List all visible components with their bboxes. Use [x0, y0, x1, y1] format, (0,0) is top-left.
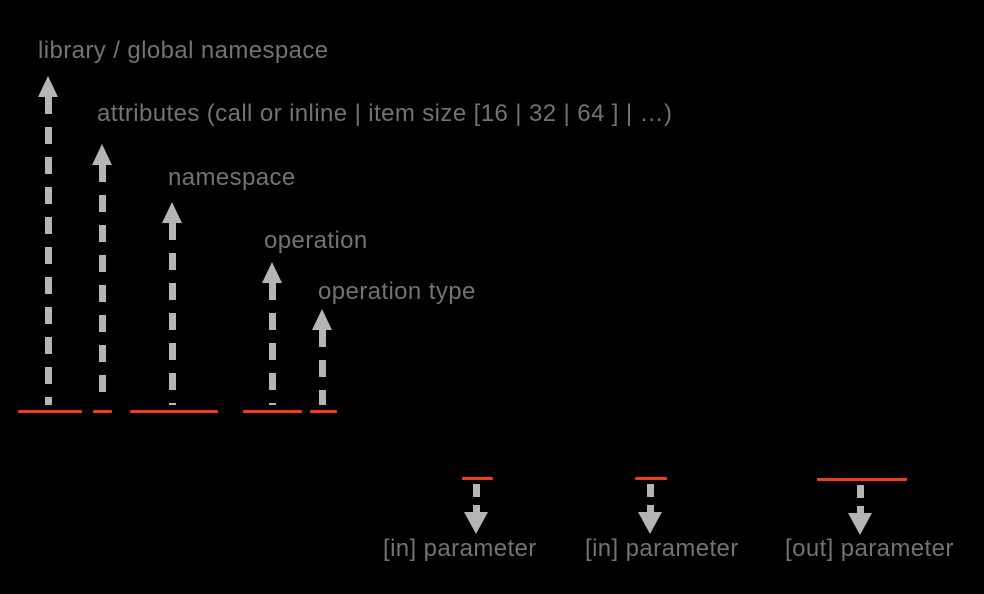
label-out-parameter: [out] parameter: [785, 535, 954, 562]
arrow-stem: [44, 97, 52, 405]
label-in-parameter-1: [in] parameter: [383, 535, 537, 562]
arrow-stem: [98, 165, 106, 405]
label-library-global-namespace: library / global namespace: [38, 37, 329, 64]
label-operation-type: operation type: [318, 278, 476, 305]
arrowhead-up-icon: [162, 202, 182, 223]
arrow-stem: [268, 283, 276, 405]
label-in-parameter-2: [in] parameter: [585, 535, 739, 562]
label-attributes: attributes (call or inline | item size […: [97, 100, 673, 127]
param-overline-1: [462, 477, 493, 480]
arrowhead-down-icon: [464, 512, 488, 534]
arrowhead-up-icon: [38, 76, 58, 97]
arrowhead-up-icon: [92, 144, 112, 165]
arrow-up-operation: [262, 262, 282, 405]
label-operation: operation: [264, 227, 368, 254]
arrow-up-attributes: [92, 144, 112, 405]
code-underline-segment-3: [130, 410, 218, 413]
param-overline-3: [817, 478, 907, 481]
arrowhead-down-icon: [848, 513, 872, 535]
code-underline-segment-5: [310, 410, 337, 413]
arrow-stem: [646, 484, 654, 512]
arrowhead-up-icon: [312, 309, 332, 330]
arrow-down-in-parameter-1: [464, 484, 488, 534]
code-underline-segment-1: [18, 410, 82, 413]
arrow-stem: [318, 330, 326, 405]
arrowhead-down-icon: [638, 512, 662, 534]
arrow-down-out-parameter: [848, 485, 872, 535]
arrow-down-in-parameter-2: [638, 484, 662, 534]
code-underline-segment-2: [93, 410, 112, 413]
arrow-up-namespace: [162, 202, 182, 405]
arrow-up-library: [38, 76, 58, 405]
code-underline-segment-4: [243, 410, 302, 413]
arrow-stem: [472, 484, 480, 512]
arrow-stem: [168, 223, 176, 405]
param-overline-2: [635, 477, 667, 480]
label-namespace: namespace: [168, 164, 296, 191]
arrowhead-up-icon: [262, 262, 282, 283]
arrow-stem: [856, 485, 864, 513]
arrow-up-operation-type: [312, 309, 332, 405]
